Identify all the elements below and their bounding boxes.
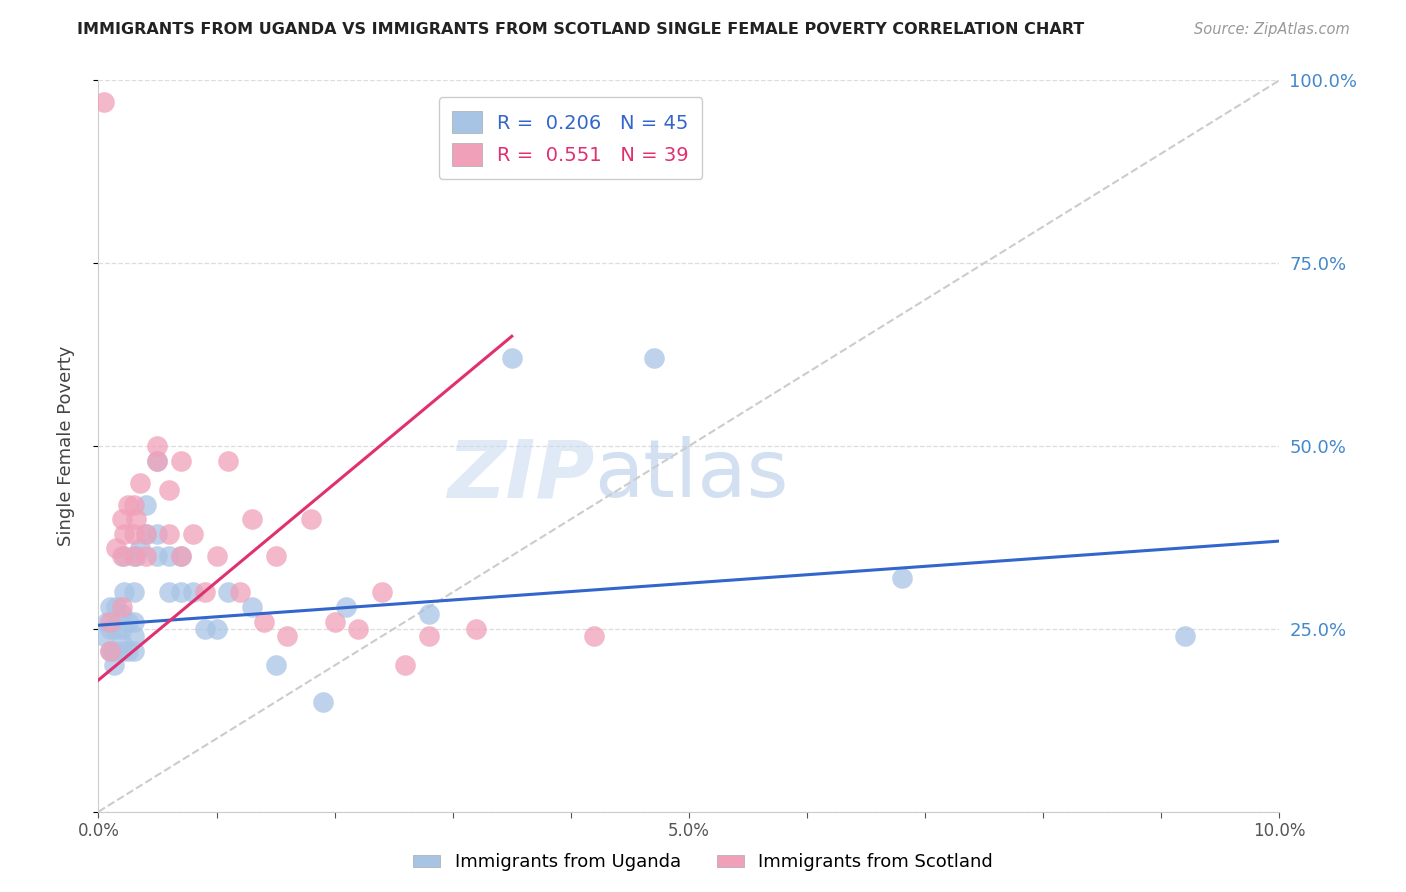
Point — [135, 526, 157, 541]
Point — [157, 526, 180, 541]
Point — [170, 453, 193, 467]
Point — [128, 475, 150, 490]
Point — [101, 644, 124, 658]
Point — [335, 599, 357, 614]
Point — [146, 453, 169, 467]
Point — [418, 629, 440, 643]
Point — [122, 585, 145, 599]
Point — [170, 585, 193, 599]
Point — [240, 599, 263, 614]
Point — [371, 585, 394, 599]
Point — [111, 512, 134, 526]
Point — [98, 599, 121, 614]
Point — [181, 526, 204, 541]
Point — [111, 599, 134, 614]
Point — [122, 498, 145, 512]
Point — [96, 615, 118, 629]
Point — [217, 585, 239, 599]
Point — [312, 695, 335, 709]
Point — [643, 351, 665, 366]
Point — [264, 549, 287, 563]
Text: atlas: atlas — [595, 436, 789, 515]
Point — [105, 622, 128, 636]
Point — [890, 571, 912, 585]
Point — [111, 549, 134, 563]
Point — [135, 498, 157, 512]
Point — [105, 541, 128, 556]
Point — [157, 585, 180, 599]
Point — [98, 615, 121, 629]
Point — [465, 622, 488, 636]
Point — [583, 629, 606, 643]
Point — [111, 622, 134, 636]
Legend: Immigrants from Uganda, Immigrants from Scotland: Immigrants from Uganda, Immigrants from … — [406, 847, 1000, 879]
Point — [112, 549, 135, 563]
Point — [146, 439, 169, 453]
Point — [122, 549, 145, 563]
Point — [217, 453, 239, 467]
Point — [170, 549, 193, 563]
Point — [122, 615, 145, 629]
Point — [117, 615, 139, 629]
Point — [264, 658, 287, 673]
Point — [111, 607, 134, 622]
Point — [135, 549, 157, 563]
Point — [93, 629, 115, 643]
Text: IMMIGRANTS FROM UGANDA VS IMMIGRANTS FROM SCOTLAND SINGLE FEMALE POVERTY CORRELA: IMMIGRANTS FROM UGANDA VS IMMIGRANTS FRO… — [77, 22, 1084, 37]
Point — [194, 585, 217, 599]
Point — [111, 636, 134, 650]
Point — [135, 526, 157, 541]
Point — [112, 526, 135, 541]
Point — [103, 658, 125, 673]
Point — [157, 549, 180, 563]
Text: ZIP: ZIP — [447, 436, 595, 515]
Point — [240, 512, 263, 526]
Point — [105, 599, 128, 614]
Point — [122, 629, 145, 643]
Point — [194, 622, 217, 636]
Point — [299, 512, 322, 526]
Point — [229, 585, 252, 599]
Legend: R =  0.206   N = 45, R =  0.551   N = 39: R = 0.206 N = 45, R = 0.551 N = 39 — [439, 97, 703, 179]
Point — [122, 526, 145, 541]
Point — [117, 644, 139, 658]
Point — [93, 95, 115, 110]
Point — [1174, 629, 1197, 643]
Point — [117, 498, 139, 512]
Point — [146, 526, 169, 541]
Point — [276, 629, 298, 643]
Point — [394, 658, 416, 673]
Point — [205, 549, 228, 563]
Point — [128, 541, 150, 556]
Point — [146, 549, 169, 563]
Point — [418, 607, 440, 622]
Point — [181, 585, 204, 599]
Point — [98, 644, 121, 658]
Point — [125, 512, 148, 526]
Point — [253, 615, 276, 629]
Point — [501, 351, 523, 366]
Point — [146, 453, 169, 467]
Point — [125, 549, 148, 563]
Point — [98, 622, 121, 636]
Point — [170, 549, 193, 563]
Point — [98, 644, 121, 658]
Point — [347, 622, 370, 636]
Point — [323, 615, 346, 629]
Point — [112, 585, 135, 599]
Point — [122, 644, 145, 658]
Point — [111, 644, 134, 658]
Point — [205, 622, 228, 636]
Y-axis label: Single Female Poverty: Single Female Poverty — [56, 346, 75, 546]
Text: Source: ZipAtlas.com: Source: ZipAtlas.com — [1194, 22, 1350, 37]
Point — [157, 483, 180, 497]
